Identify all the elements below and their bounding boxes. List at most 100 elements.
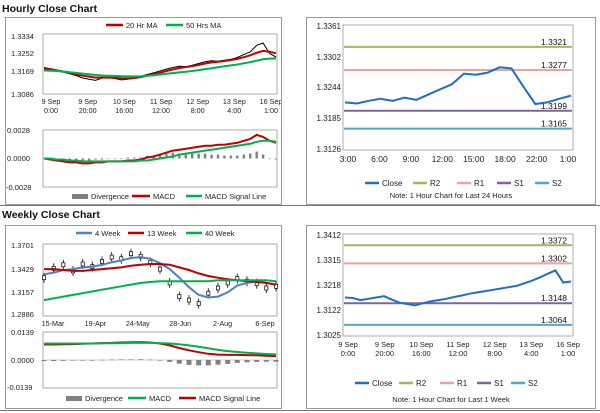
divergence-bar — [186, 360, 192, 365]
level-r2-label: 1.3372 — [541, 235, 567, 245]
weekly-candle-body — [216, 285, 220, 291]
legend-label-4week: 4 Week — [95, 229, 121, 238]
level-r1-label: 1.3302 — [541, 253, 567, 263]
weekly-candle-body — [225, 280, 230, 286]
hourly-levels-legend: Close R2 R1 S1 S2 — [365, 179, 562, 188]
divergence-bar — [215, 360, 221, 365]
weekly-price-xtick: 28-Jun — [169, 319, 191, 328]
divergence-bar — [109, 359, 115, 361]
hourly-price-xtick: 9 Sep — [78, 97, 97, 106]
levels-ytick: 1.3122 — [317, 306, 342, 315]
divergence-bar — [158, 154, 162, 159]
levels-ytick: 1.3315 — [317, 256, 342, 265]
legend-label-close: Close — [382, 179, 403, 188]
levels-xtick: 8:00 — [487, 349, 502, 358]
legend-label-r2: R2 — [430, 179, 441, 188]
levels-ytick: 1.3218 — [317, 281, 342, 290]
hourly-section-title: Hourly Close Chart — [2, 3, 98, 15]
hourly-price-xtick: 12 Sep — [186, 97, 209, 106]
legend-label-s2: S2 — [552, 179, 562, 188]
levels-ytick: 1.3185 — [317, 114, 342, 123]
hourly-price-xtick: 16 Sep — [260, 97, 281, 106]
series-close-line — [344, 269, 572, 307]
divergence-bar — [184, 153, 187, 159]
levels-xtick: 3:00 — [340, 154, 357, 164]
hourly-price-ytick: 1.3169 — [11, 67, 34, 76]
divergence-bar — [139, 157, 142, 159]
divergence-bar — [273, 360, 279, 362]
divergence-bar — [147, 359, 153, 361]
legend-label-13week: 13 Week — [147, 229, 177, 238]
divergence-bar — [178, 153, 181, 159]
weekly-candle-body — [187, 297, 191, 303]
weekly-levels-yticks: 1.3412 1.3315 1.3218 1.3122 1.3025 — [317, 231, 342, 340]
levels-xtick: 18:00 — [494, 154, 516, 164]
levels-xtick: 12:00 — [449, 349, 468, 358]
divergence-bar — [107, 158, 110, 160]
levels-xtick: 16 Sep — [556, 340, 580, 349]
legend-label-signal: MACD Signal Line — [205, 192, 266, 201]
weekly-macd-ytick: 0.0000 — [11, 356, 34, 365]
divergence-bar — [254, 360, 260, 362]
divergence-bar — [165, 153, 168, 159]
series-close-line — [43, 42, 277, 81]
level-s1-label: 1.3148 — [541, 293, 567, 303]
weekly-macd-legend: Divergence MACD MACD Signal Line — [66, 394, 260, 403]
hourly-price-panel: 20 Hr MA 50 Hrs MA 1.3334 1.3252 1.3169 … — [5, 17, 282, 205]
divergence-bar — [133, 157, 136, 159]
level-s2-label: 1.3165 — [541, 119, 567, 129]
levels-xtick: 10 Sep — [409, 340, 433, 349]
divergence-bar — [255, 151, 258, 159]
divergence-bar — [100, 158, 104, 160]
divergence-bar — [268, 158, 271, 160]
hourly-levels-plot-frame — [342, 24, 574, 151]
weekly-candle-body — [158, 266, 162, 272]
weekly-levels-plot-frame — [342, 233, 574, 337]
legend-label-r1: R1 — [474, 179, 485, 188]
weekly-candle-body — [61, 262, 66, 268]
series-macd-signal-line-line — [44, 341, 277, 356]
hourly-price-ytick: 1.3334 — [11, 32, 34, 41]
section-divider — [0, 205, 600, 206]
weekly-price-xtick: 24-May — [126, 319, 150, 328]
levels-xtick: 12 Sep — [483, 340, 507, 349]
levels-xtick: 11 Sep — [446, 340, 469, 349]
weekly-price-xtick: 6-Sep — [255, 319, 274, 328]
series-close-line — [344, 66, 572, 106]
hourly-price-xtick: 1:00 — [264, 106, 278, 115]
weekly-candle-body — [100, 259, 104, 264]
divergence-bar — [203, 153, 207, 159]
divergence-bar — [41, 360, 47, 361]
hourly-price-legend: 20 Hr MA 50 Hrs MA — [106, 21, 221, 30]
levels-xtick: 9 Sep — [375, 340, 395, 349]
legend-label-macd: MACD — [153, 192, 176, 201]
legend-swatch-divergence — [66, 396, 82, 401]
divergence-bar — [157, 360, 163, 361]
divergence-bar — [80, 360, 86, 361]
hourly-levels-panel: 1.3361 1.3302 1.3244 1.3185 1.3126 1.3321 1.3… — [306, 17, 596, 205]
divergence-bar — [210, 154, 213, 159]
divergence-bar — [223, 155, 226, 159]
levels-ytick: 1.3025 — [317, 331, 342, 340]
weekly-candle-body — [80, 261, 85, 267]
divergence-bar — [126, 157, 129, 159]
series-40-week-line — [43, 279, 277, 302]
hourly-levels-yticks: 1.3361 1.3302 1.3244 1.3185 1.3126 — [317, 22, 342, 154]
levels-xtick: 22:00 — [526, 154, 548, 164]
divergence-bar — [234, 360, 240, 363]
divergence-bar — [244, 360, 250, 363]
divergence-bar — [89, 360, 95, 361]
series-20-hr-ma-line — [43, 49, 277, 80]
legend-label-divergence: Divergence — [91, 192, 129, 201]
hourly-price-xtick: 9 Sep — [42, 97, 61, 106]
legend-label-close: Close — [372, 379, 393, 388]
divergence-bar — [196, 360, 202, 366]
hourly-levels-note: Note: 1 Hour Chart for Last 24 Hours — [390, 191, 513, 200]
hourly-price-plot — [43, 42, 277, 81]
legend-label-s1: S1 — [494, 379, 504, 388]
divergence-bar — [70, 360, 76, 361]
divergence-bar — [236, 155, 239, 159]
legend-label-divergence: Divergence — [85, 394, 123, 403]
hourly-levels-plot: 1.3321 1.3277 1.3199 1.3165 — [344, 37, 572, 130]
